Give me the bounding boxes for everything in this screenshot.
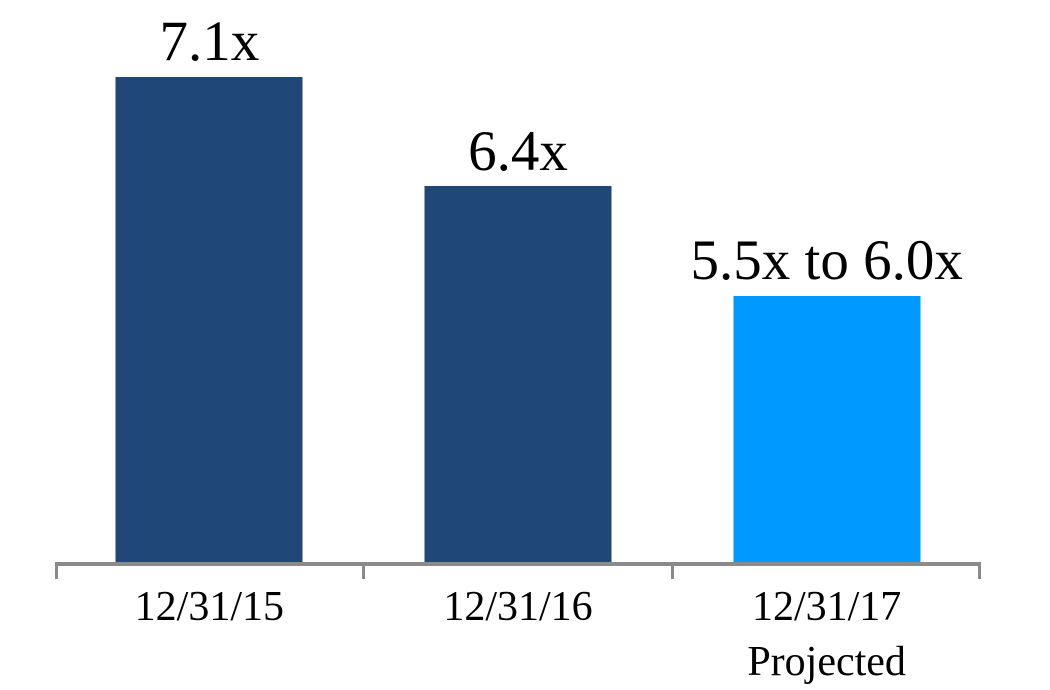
x-axis-label-line2: Projected <box>747 639 906 685</box>
bar <box>115 76 303 562</box>
axis-tick <box>978 562 981 579</box>
bar-group-12-31-16: 6.4x <box>364 14 673 562</box>
x-axis-label-12-31-17-projected: 12/31/17 Projected <box>672 580 981 690</box>
x-axis-label-line1: 12/31/15 <box>134 584 284 630</box>
bar-value-label: 7.1x <box>159 10 260 74</box>
bar <box>424 186 612 562</box>
bar <box>733 295 921 562</box>
x-axis-label-12-31-15: 12/31/15 <box>55 580 364 690</box>
bar-group-12-31-15: 7.1x <box>55 10 364 562</box>
x-axis-label-line1: 12/31/16 <box>443 584 593 630</box>
x-axis-line <box>55 562 981 566</box>
axis-tick <box>362 562 366 579</box>
bar-value-label: 5.5x to 6.0x <box>690 229 963 293</box>
x-axis-label-12-31-16: 12/31/16 <box>364 580 673 690</box>
axis-tick <box>670 562 674 579</box>
plot-area: 7.1x 6.4x 5.5x to 6.0x <box>55 10 981 562</box>
bar-group-12-31-17-projected: 5.5x to 6.0x <box>672 14 981 562</box>
axis-tick <box>55 562 58 579</box>
bar-value-label: 6.4x <box>468 119 568 183</box>
x-axis-labels: 12/31/15 12/31/16 12/31/17 Projected <box>55 580 981 690</box>
x-axis-label-line1: 12/31/17 <box>751 584 902 630</box>
